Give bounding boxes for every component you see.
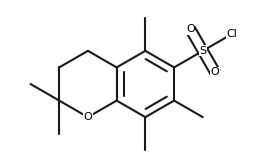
Text: O: O <box>84 112 92 122</box>
Text: Cl: Cl <box>226 29 237 39</box>
Text: S: S <box>199 46 206 56</box>
Text: O: O <box>211 67 220 77</box>
Text: O: O <box>186 24 195 34</box>
